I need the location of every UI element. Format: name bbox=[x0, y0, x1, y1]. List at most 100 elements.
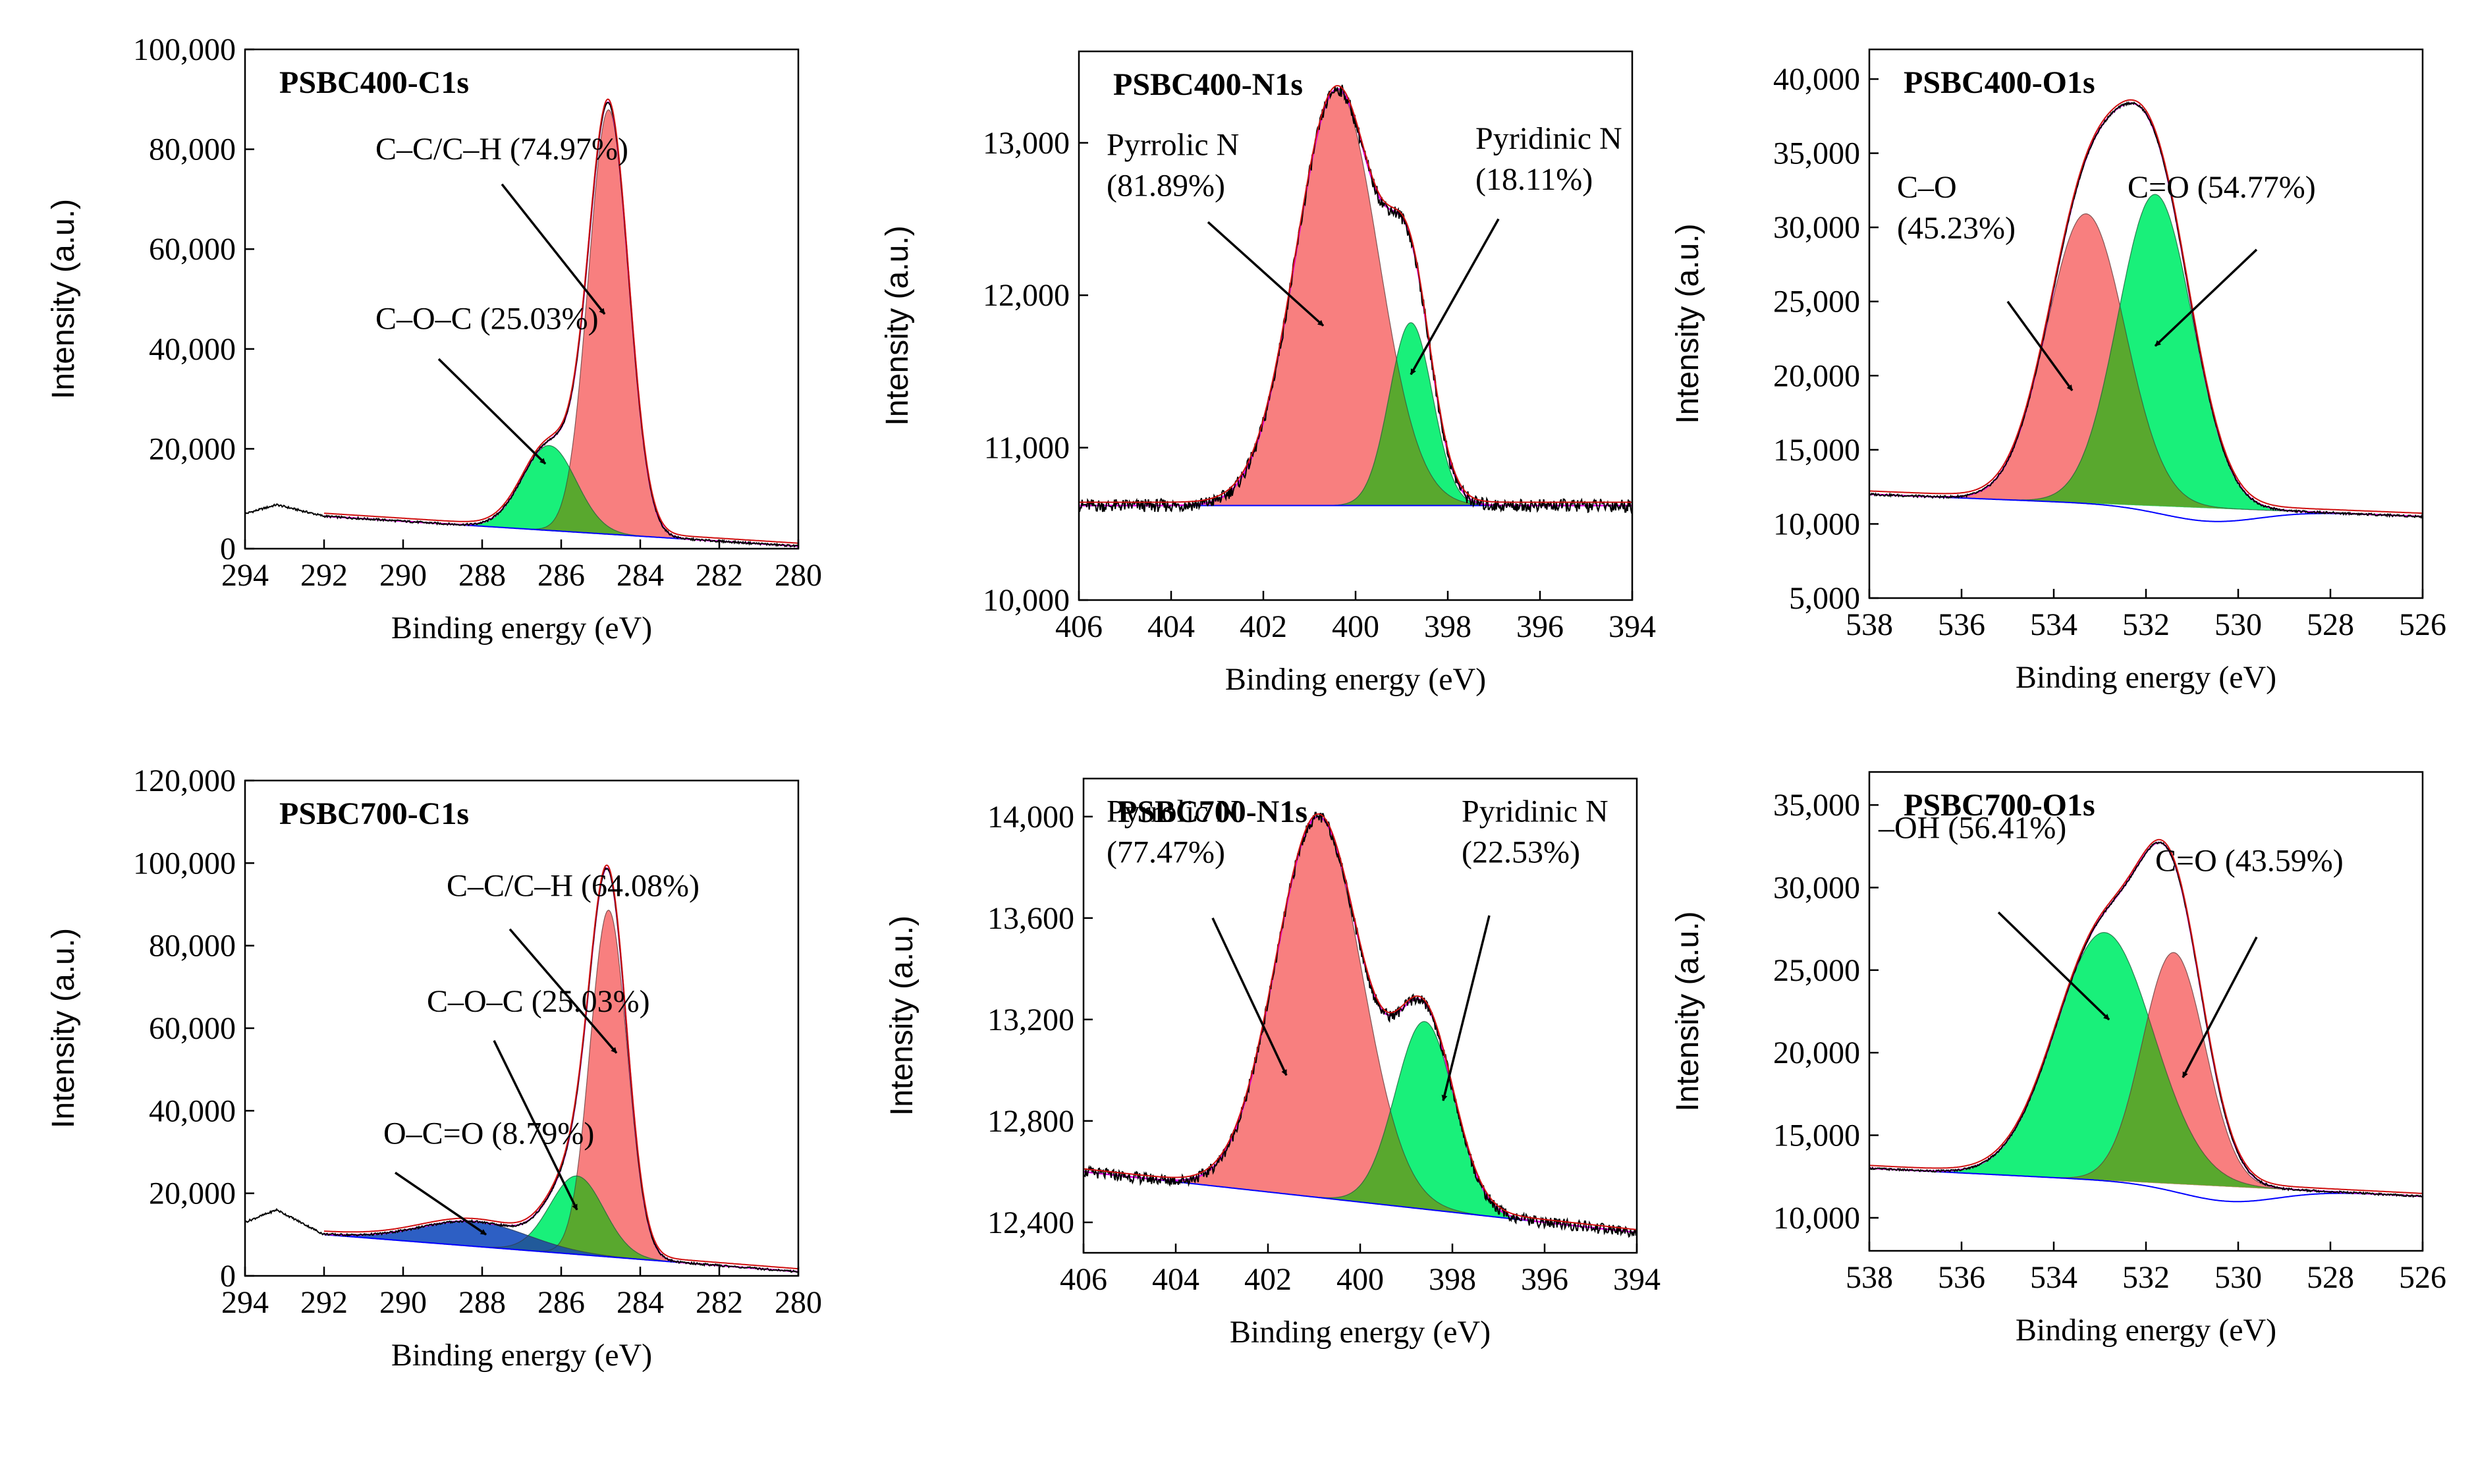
annotation-arrow bbox=[395, 1171, 487, 1236]
annotation-label: C–C/C–H (64.08%) bbox=[447, 868, 700, 903]
x-tick-label: 294 bbox=[221, 1285, 269, 1320]
annotation-arrow bbox=[509, 928, 618, 1054]
annotation-label: Pyridinic N bbox=[1475, 121, 1622, 156]
annotation-label: Pyridinic N bbox=[1462, 794, 1608, 829]
panel-title: PSBC700-N1s bbox=[1118, 794, 1307, 829]
plot-area bbox=[1084, 811, 1637, 1238]
y-tick-label: 35,000 bbox=[1773, 136, 1860, 171]
annotation-percent: (45.23%) bbox=[1897, 211, 2016, 246]
x-axis-label: Binding energy (eV) bbox=[2016, 1313, 2276, 1348]
y-tick-label: 10,000 bbox=[1773, 1201, 1860, 1236]
x-tick-label: 282 bbox=[696, 558, 743, 593]
annotation-label: C–O bbox=[1897, 170, 1957, 205]
x-tick-label: 404 bbox=[1152, 1262, 1199, 1297]
y-tick-label: 100,000 bbox=[133, 32, 236, 67]
peak-overlap-1-2 bbox=[324, 468, 798, 547]
annotation-arrow bbox=[2006, 300, 2074, 391]
x-axis-label: Binding energy (eV) bbox=[391, 1338, 652, 1373]
y-tick-label: 12,000 bbox=[983, 278, 1070, 313]
x-tick-label: 530 bbox=[2214, 607, 2262, 642]
x-tick-label: 400 bbox=[1336, 1262, 1384, 1297]
x-tick-label: 292 bbox=[300, 558, 348, 593]
x-tick-label: 290 bbox=[379, 558, 427, 593]
x-tick-label: 398 bbox=[1424, 609, 1471, 644]
y-tick-label: 10,000 bbox=[1773, 507, 1860, 541]
panel-title: PSBC400-C1s bbox=[279, 65, 469, 100]
panel-title: PSBC400-N1s bbox=[1113, 67, 1303, 102]
annotation-label: C=O (54.77%) bbox=[2128, 170, 2316, 205]
x-tick-label: 404 bbox=[1147, 609, 1195, 644]
annotation-arrow bbox=[1207, 221, 1325, 327]
y-tick-label: 40,000 bbox=[149, 332, 236, 367]
y-tick-label: 14,000 bbox=[987, 800, 1074, 835]
panel-title: PSBC700-O1s bbox=[1904, 788, 2095, 823]
panel-title: PSBC700-C1s bbox=[279, 796, 469, 831]
x-tick-label: 280 bbox=[775, 558, 822, 593]
y-tick-label: 60,000 bbox=[149, 1011, 236, 1046]
plot-area bbox=[245, 864, 798, 1273]
y-tick-label: 15,000 bbox=[1773, 1118, 1860, 1153]
y-axis-label: Intensity (a.u.) bbox=[885, 916, 920, 1116]
x-tick-label: 286 bbox=[537, 558, 585, 593]
x-axis-label: Binding energy (eV) bbox=[2016, 660, 2276, 695]
annotation-label: Pyrrolic N bbox=[1107, 127, 1239, 162]
x-tick-label: 526 bbox=[2399, 1260, 2446, 1295]
annotation-label: C–C/C–H (74.97%) bbox=[375, 132, 628, 167]
x-tick-label: 280 bbox=[775, 1285, 822, 1320]
xps-panel-3: 538 536 534 532 530 528 526 5,000 10,000 15,000 20… bbox=[1670, 48, 2446, 695]
baseline-line bbox=[1869, 1167, 2423, 1203]
y-axis-label: Intensity (a.u.) bbox=[1670, 911, 1705, 1111]
y-tick-label: 13,200 bbox=[987, 1003, 1074, 1037]
y-tick-label: 15,000 bbox=[1773, 433, 1860, 468]
peak-fill-2 bbox=[323, 1175, 798, 1273]
y-tick-label: 12,800 bbox=[987, 1104, 1074, 1139]
raw-data-line bbox=[245, 867, 798, 1273]
x-tick-label: 396 bbox=[1516, 609, 1564, 644]
annotation-arrow bbox=[437, 358, 547, 465]
envelope-line bbox=[1869, 99, 2423, 514]
y-tick-label: 13,600 bbox=[987, 901, 1074, 936]
y-tick-label: 40,000 bbox=[1773, 62, 1860, 97]
raw-data-line bbox=[1869, 841, 2423, 1198]
y-axis-label: Intensity (a.u.) bbox=[880, 225, 915, 426]
envelope-line bbox=[323, 98, 798, 544]
raw-data-line bbox=[245, 101, 798, 548]
x-tick-label: 538 bbox=[1846, 1260, 1893, 1295]
annotation-percent: (81.89%) bbox=[1107, 168, 1225, 203]
panel-title: PSBC400-O1s bbox=[1904, 65, 2095, 100]
xps-panel-5: 406 404 402 400 398 396 394 12,400 12,800 13,200 1… bbox=[885, 777, 1661, 1350]
x-tick-label: 284 bbox=[617, 558, 664, 593]
y-tick-label: 120,000 bbox=[133, 763, 236, 798]
y-tick-label: 30,000 bbox=[1773, 870, 1860, 905]
y-tick-label: 25,000 bbox=[1773, 953, 1860, 988]
panel-frame bbox=[244, 779, 800, 1277]
annotation-label: C–O–C (25.03%) bbox=[427, 984, 650, 1019]
x-tick-label: 402 bbox=[1240, 609, 1287, 644]
x-tick-label: 394 bbox=[1613, 1262, 1661, 1297]
y-tick-label: 80,000 bbox=[149, 132, 236, 167]
annotation-arrow bbox=[493, 1040, 578, 1211]
y-tick-label: 0 bbox=[220, 1259, 236, 1294]
raw-data-line bbox=[1079, 84, 1632, 514]
x-tick-label: 406 bbox=[1055, 609, 1103, 644]
annotation-arrow bbox=[501, 183, 606, 315]
x-tick-label: 294 bbox=[221, 558, 269, 593]
x-tick-label: 406 bbox=[1060, 1262, 1107, 1297]
plot-area bbox=[1869, 838, 2423, 1203]
envelope-line bbox=[1084, 813, 1637, 1230]
y-tick-label: 60,000 bbox=[149, 232, 236, 267]
y-tick-label: 12,400 bbox=[987, 1205, 1074, 1240]
plot-area bbox=[1869, 99, 2423, 522]
panel-frame bbox=[244, 48, 800, 550]
x-tick-label: 288 bbox=[458, 558, 506, 593]
x-tick-label: 400 bbox=[1332, 609, 1379, 644]
xps-panel-4: 294 292 290 288 286 284 282 280 0 20,000 40,000 60,… bbox=[46, 763, 822, 1373]
x-tick-label: 534 bbox=[2030, 1260, 2077, 1295]
x-tick-label: 286 bbox=[537, 1285, 585, 1320]
x-tick-label: 536 bbox=[1938, 607, 1985, 642]
x-tick-label: 394 bbox=[1608, 609, 1656, 644]
y-tick-label: 13,000 bbox=[983, 126, 1070, 161]
x-tick-label: 532 bbox=[2122, 607, 2170, 642]
xps-panel-1: 294 292 290 288 286 284 282 280 0 20,000 40,000 60,… bbox=[46, 32, 822, 646]
